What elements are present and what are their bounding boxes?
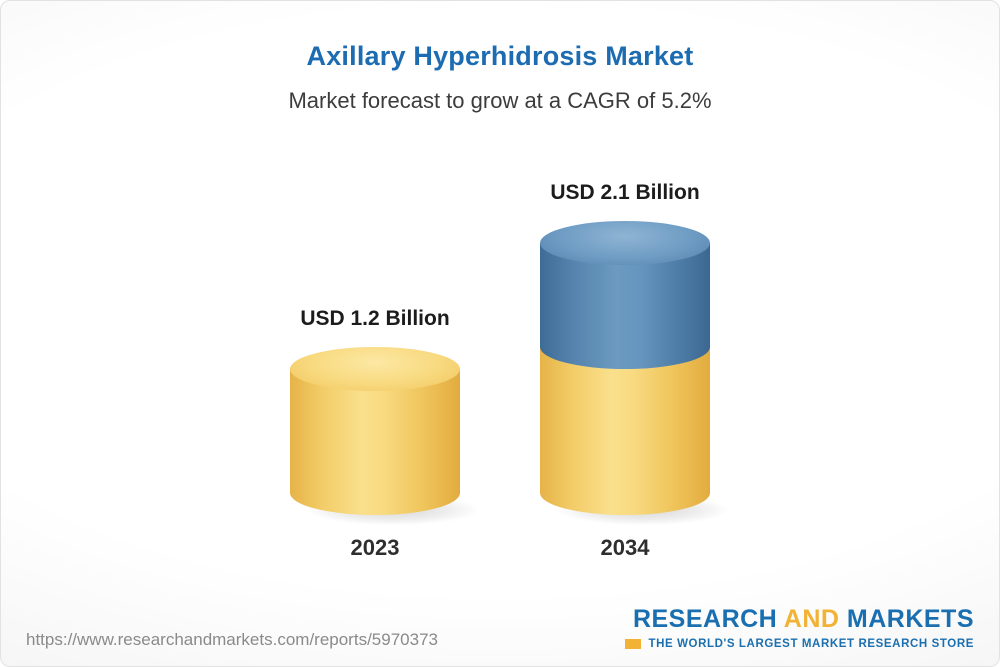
logo-word-research: RESEARCH bbox=[632, 605, 778, 633]
cylinder-2034 bbox=[540, 221, 728, 525]
chart-header: Axillary Hyperhidrosis Market Market for… bbox=[1, 41, 999, 114]
logo-wordmark: RESEARCH AND MARKETS bbox=[625, 605, 975, 634]
logo-word-and: AND bbox=[783, 605, 840, 633]
value-label-2023: USD 1.2 Billion bbox=[300, 307, 450, 330]
report-url-link[interactable]: https://www.researchandmarkets.com/repor… bbox=[26, 630, 438, 649]
logo-tagline: THE WORLD'S LARGEST MARKET RESEARCH STOR… bbox=[648, 638, 974, 650]
bar-group-2034: USD 2.1 Billion 2034 bbox=[540, 181, 728, 561]
logo-word-markets: MARKETS bbox=[846, 605, 974, 633]
year-label-2023: 2023 bbox=[350, 535, 400, 560]
cylinder-cap-blue bbox=[540, 221, 710, 265]
footer: https://www.researchandmarkets.com/repor… bbox=[26, 605, 974, 650]
year-label-2034: 2034 bbox=[600, 535, 650, 560]
bar-group-2023: USD 1.2 Billion 2023 bbox=[290, 307, 478, 561]
value-label-2034: USD 2.1 Billion bbox=[550, 181, 700, 204]
page-subtitle: Market forecast to grow at a CAGR of 5.2… bbox=[288, 88, 712, 113]
page-title: Axillary Hyperhidrosis Market bbox=[306, 41, 694, 71]
cylinder-2023 bbox=[290, 347, 478, 525]
bar-chart: USD 1.2 Billion 2023 USD 2.1 Billion 203… bbox=[1, 181, 999, 561]
cylinder-body-yellow bbox=[290, 369, 460, 515]
research-and-markets-logo: RESEARCH AND MARKETS THE WORLD'S LARGEST… bbox=[624, 605, 975, 650]
cylinder-segment-base bbox=[540, 347, 710, 515]
logo-tagline-row: THE WORLD'S LARGEST MARKET RESEARCH STOR… bbox=[624, 638, 975, 650]
cylinder-cap-yellow bbox=[290, 347, 460, 391]
tagline-accent-bar bbox=[624, 639, 641, 649]
